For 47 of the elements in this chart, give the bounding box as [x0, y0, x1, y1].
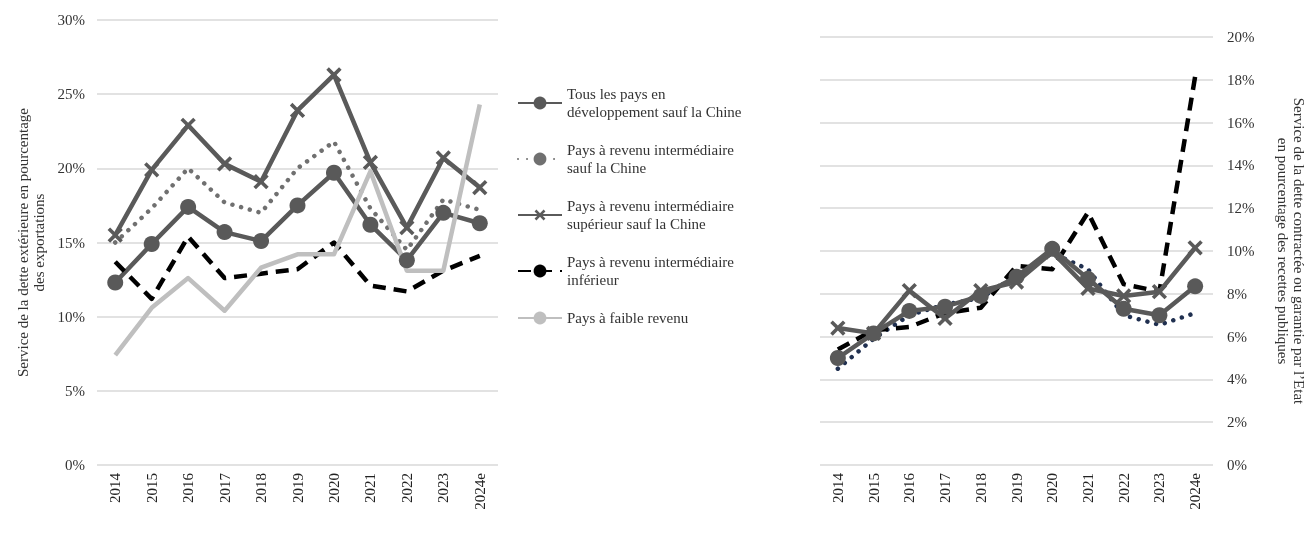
x-tick-label: 2018	[972, 473, 989, 503]
y-tick-label: 25%	[57, 86, 85, 103]
x-tick-label: 2014	[829, 472, 846, 503]
x-tick-label: 2015	[143, 473, 160, 503]
x-tick-label: 2020	[1044, 473, 1061, 503]
x-tick-label: 2022	[1115, 473, 1132, 503]
legend-label: Pays à revenu intermédiaire supérieur sauf la Chine	[567, 198, 738, 232]
x-tick-label: 2019	[1008, 473, 1025, 503]
y2-tick-label: 14%	[1227, 157, 1255, 174]
x-tick-label: 2020	[325, 473, 342, 503]
y2-tick-label: 18%	[1227, 71, 1255, 88]
x-tick-label: 2022	[398, 473, 415, 503]
y2-tick-label: 0%	[1227, 457, 1247, 473]
x-tick-label: 2016	[180, 472, 197, 503]
x-tick-label: 2021	[362, 473, 379, 503]
legend-label: Pays à revenu intermédiaire sauf la Chine	[567, 142, 738, 176]
x-tick-label: 2015	[865, 473, 882, 503]
x-tick-label: 2018	[253, 473, 270, 503]
x-tick-label: 2023	[435, 473, 452, 503]
y2-axis-title: Service de la dette contractée ou garantie par l’Etat en pourcentage des recettes publiques	[1275, 97, 1307, 406]
x-tick-label: 2024e	[471, 472, 488, 510]
y2-tick-label: 20%	[1227, 29, 1255, 45]
y-tick-label: 5%	[65, 382, 85, 399]
y-tick-label: 0%	[65, 457, 85, 473]
x-tick-label: 2014	[107, 472, 124, 503]
x-tick-label: 2019	[289, 473, 306, 503]
y2-tick-label: 4%	[1227, 371, 1247, 388]
x-tick-label: 2021	[1079, 473, 1096, 503]
x-tick-label: 2016	[901, 472, 918, 503]
x-tick-label: 2024e	[1187, 472, 1204, 510]
y2-tick-label: 2%	[1227, 414, 1247, 431]
y2-tick-label: 12%	[1227, 200, 1255, 217]
y-tick-label: 15%	[57, 234, 85, 251]
y-tick-label: 10%	[57, 308, 85, 325]
x-tick-label: 2017	[216, 472, 233, 503]
legend-label: Pays à revenu intermédiaire inférieur	[567, 254, 738, 288]
x-tick-label: 2023	[1151, 473, 1168, 503]
y-tick-label: 30%	[57, 12, 85, 28]
y2-tick-label: 6%	[1227, 328, 1247, 345]
legend-label: Tous les pays en développement sauf la Chine	[567, 86, 742, 120]
y-tick-label: 20%	[57, 160, 85, 177]
legend-label: Pays à faible revenu	[567, 310, 689, 326]
x-tick-label: 2017	[937, 472, 954, 503]
y-axis-title: Service de la dette extérieure en pourcentage des exportations	[14, 107, 47, 378]
y2-tick-label: 16%	[1227, 114, 1255, 131]
y2-tick-label: 10%	[1227, 243, 1255, 259]
y2-tick-label: 8%	[1227, 285, 1247, 302]
